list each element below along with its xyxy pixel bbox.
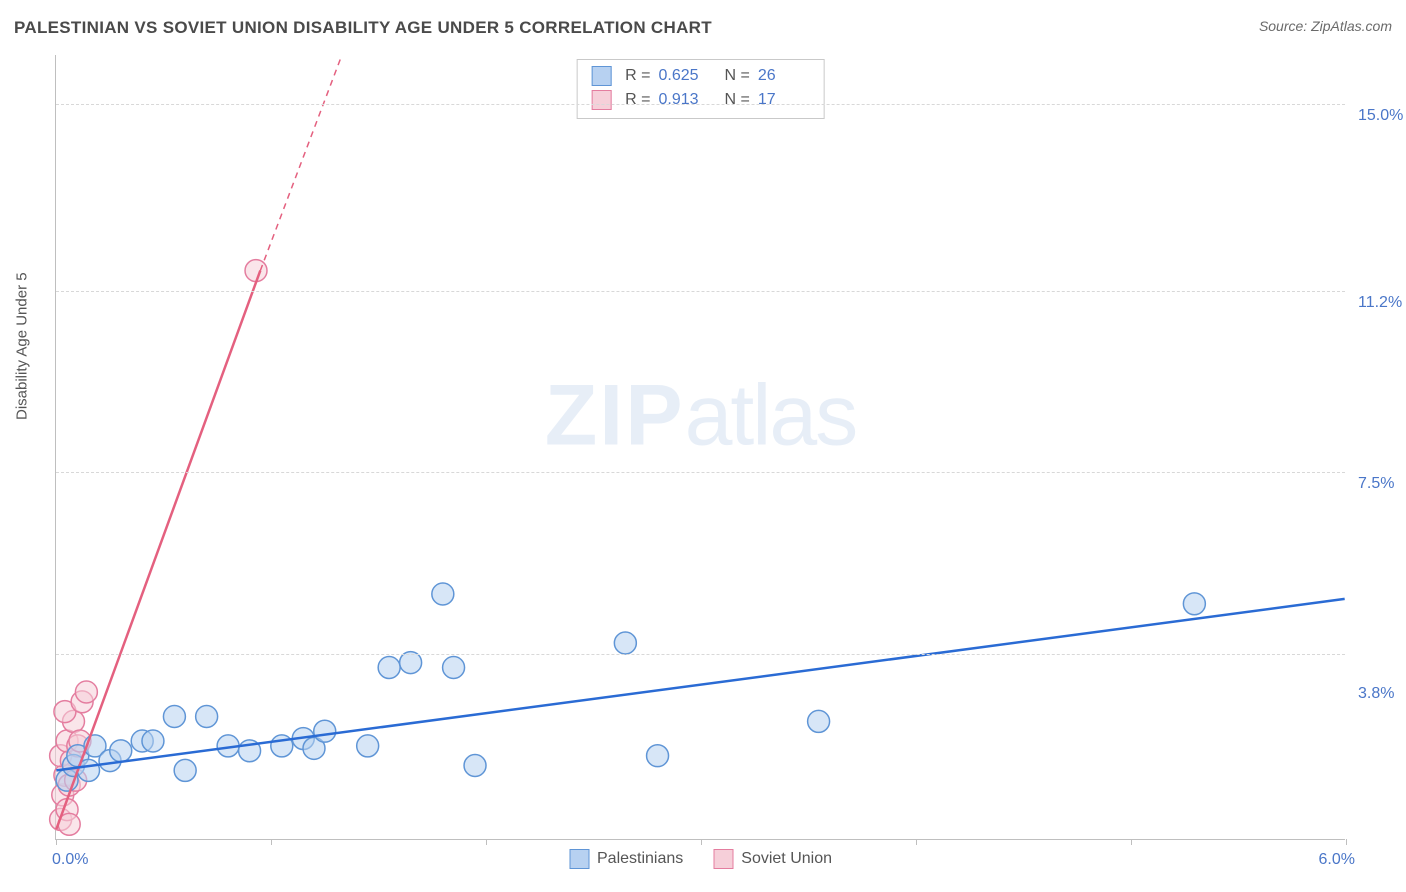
data-point [614,632,636,654]
data-point [1183,593,1205,615]
r-value-b: 0.913 [659,88,711,112]
x-tick [1131,839,1132,845]
n-value-a: 26 [758,64,810,88]
legend-item-soviet: Soviet Union [713,849,832,869]
swatch-soviet-2 [713,849,733,869]
x-tick [56,839,57,845]
data-point [464,755,486,777]
gridline [56,472,1345,473]
legend-label-b: Soviet Union [741,850,832,868]
data-point [314,720,336,742]
scatter-chart [56,55,1345,839]
stats-legend: R = 0.625 N = 26 R = 0.913 N = 17 [576,59,825,119]
data-point [808,710,830,732]
y-tick-label: 3.8% [1358,685,1394,703]
chart-title: PALESTINIAN VS SOVIET UNION DISABILITY A… [14,18,712,37]
x-tick [701,839,702,845]
data-point [443,657,465,679]
trend-line [56,599,1344,771]
gridline [56,291,1345,292]
y-tick-label: 11.2% [1358,294,1402,312]
x-tick [486,839,487,845]
plot-area: ZIPatlas R = 0.625 N = 26 R = 0.913 N = … [55,55,1345,840]
swatch-palestinians [591,66,611,86]
x-tick [271,839,272,845]
r-label: R = [625,64,650,88]
x-tick [916,839,917,845]
legend-label-a: Palestinians [597,850,683,868]
data-point [245,260,267,282]
data-point [378,657,400,679]
data-point [174,759,196,781]
swatch-soviet [591,90,611,110]
x-min-label: 0.0% [52,851,88,869]
data-point [432,583,454,605]
data-point [163,706,185,728]
legend-item-palestinians: Palestinians [569,849,683,869]
gridline [56,654,1345,655]
n-label: N = [725,64,750,88]
r-label-b: R = [625,88,650,112]
gridline [56,104,1345,105]
x-legend: Palestinians Soviet Union [569,849,832,869]
y-tick-label: 15.0% [1358,107,1403,125]
data-point [75,681,97,703]
data-point [647,745,669,767]
y-axis-label: Disability Age Under 5 [14,272,31,420]
r-value-a: 0.625 [659,64,711,88]
data-point [357,735,379,757]
data-point [196,706,218,728]
n-value-b: 17 [758,88,810,112]
chart-header: PALESTINIAN VS SOVIET UNION DISABILITY A… [14,18,1392,48]
data-point [142,730,164,752]
swatch-palestinians-2 [569,849,589,869]
stats-row-palestinians: R = 0.625 N = 26 [591,64,810,88]
data-point [400,652,422,674]
data-point [110,740,132,762]
trend-line [260,55,342,271]
y-tick-label: 7.5% [1358,475,1394,493]
chart-source: Source: ZipAtlas.com [1259,18,1392,34]
x-max-label: 6.0% [1319,851,1355,869]
x-tick [1346,839,1347,845]
n-label-b: N = [725,88,750,112]
stats-row-soviet: R = 0.913 N = 17 [591,88,810,112]
